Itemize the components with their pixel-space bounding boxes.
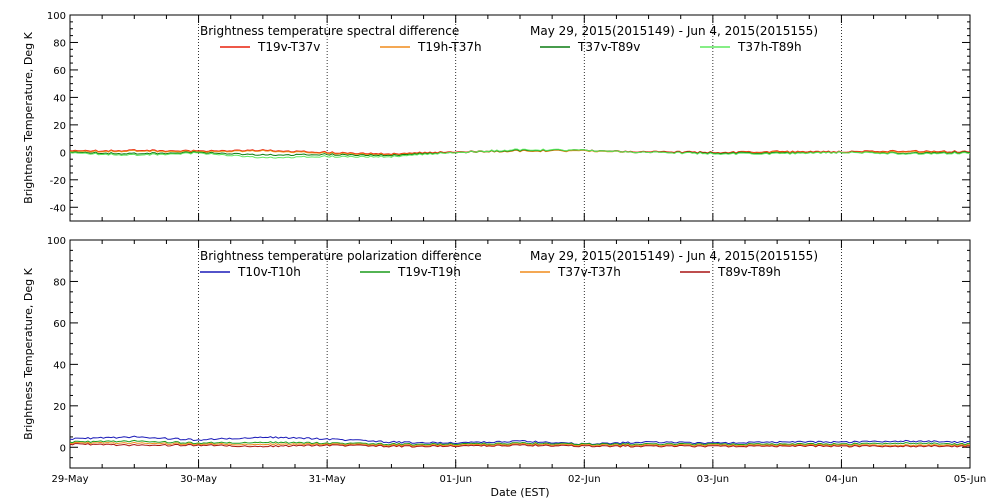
y-axis-label: Brightness Temperature, Deg K (22, 31, 35, 203)
y-tick-label: 40 (53, 360, 66, 371)
y-tick-label: -20 (50, 176, 66, 187)
chart-title: Brightness temperature spectral differen… (200, 24, 459, 38)
x-tick-label: 03-Jun (697, 474, 730, 485)
y-tick-label: 100 (47, 236, 66, 247)
date-range: May 29, 2015(2015149) - Jun 4, 2015(2015… (530, 24, 818, 38)
series-line-T19v-T19h (69, 439, 971, 446)
legend-label: T19h-T37h (417, 40, 482, 54)
x-tick-label: 30-May (180, 474, 217, 485)
y-tick-label: 80 (53, 277, 66, 288)
legend-label: T19v-T37v (257, 40, 320, 54)
x-tick-label: 04-Jun (825, 474, 858, 485)
series-line-T37h-T89h (69, 148, 971, 159)
y-tick-label: 20 (53, 402, 66, 413)
x-tick-label: 05-Jun (954, 474, 987, 485)
x-axis-label: Date (EST) (490, 486, 549, 499)
y-tick-label: 60 (53, 319, 66, 330)
plot-frame-2 (69, 239, 971, 469)
x-tick-label: 01-Jun (439, 474, 472, 485)
y-tick-label: 0 (60, 148, 66, 159)
series-line-T37v-T37h (69, 441, 971, 447)
legend-label: T89v-T89h (717, 265, 781, 279)
chart-title: Brightness temperature polarization diff… (200, 249, 482, 263)
y-tick-label: 80 (53, 38, 66, 49)
legend-label: T37h-T89h (737, 40, 802, 54)
x-tick-label: 29-May (51, 474, 88, 485)
y-tick-label: 60 (53, 66, 66, 77)
y-tick-label: 40 (53, 93, 66, 104)
legend-label: T19v-T19h (397, 265, 461, 279)
legend-label: T37v-T37h (557, 265, 621, 279)
series-line-T10v-T10h (69, 435, 971, 446)
y-axis-label: Brightness Temperature, Deg K (22, 267, 35, 439)
legend-label: T37v-T89v (577, 40, 640, 54)
x-tick-label: 02-Jun (568, 474, 601, 485)
x-tick-label: 31-May (309, 474, 346, 485)
y-tick-label: -40 (50, 203, 66, 214)
y-tick-label: 100 (47, 11, 66, 22)
series-line-T89v-T89h (69, 443, 971, 448)
y-tick-label: 0 (60, 443, 66, 454)
y-tick-label: 20 (53, 121, 66, 132)
date-range: May 29, 2015(2015149) - Jun 4, 2015(2015… (530, 249, 818, 263)
legend-label: T10v-T10h (237, 265, 301, 279)
plot-frame-1 (69, 14, 971, 222)
